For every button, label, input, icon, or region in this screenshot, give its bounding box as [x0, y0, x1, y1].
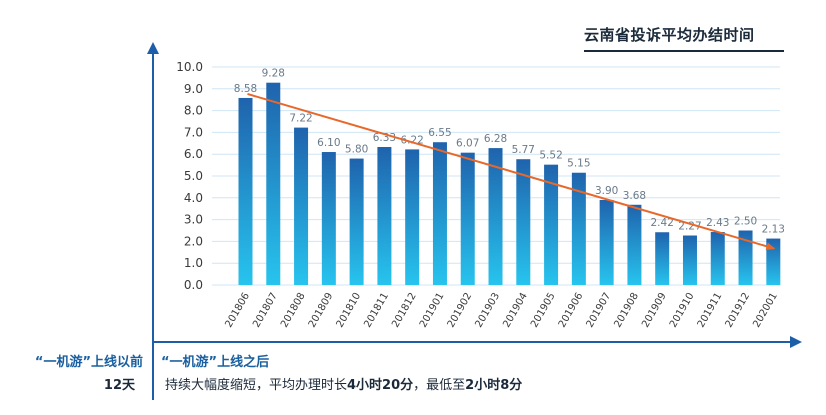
before-launch-value: 12天: [103, 378, 135, 393]
data-label: 6.28: [484, 133, 507, 145]
y-tick-label: 1.0: [184, 256, 203, 270]
data-labels: 8.589.287.226.105.806.33 6.226.556.07 6.28…: [234, 68, 785, 236]
after-desc-text-2: ，最低至: [413, 378, 466, 393]
x-tick-label: 201911: [696, 291, 725, 330]
after-desc-text-1: 持续大幅度缩短，平均办理时长: [165, 378, 348, 393]
x-tick-label: 201909: [640, 291, 669, 330]
x-tick-label: 201912: [724, 291, 753, 330]
data-label: 5.52: [539, 150, 562, 162]
data-label: 7.22: [289, 113, 312, 125]
bar: [682, 235, 697, 285]
y-tick-label: 5.0: [184, 169, 203, 183]
after-launch-label: “一机游”上线之后: [161, 355, 270, 370]
data-label: 5.80: [345, 144, 368, 156]
bar: [377, 147, 392, 285]
x-tick-label: 201901: [418, 291, 447, 330]
data-label: 2.42: [651, 217, 674, 229]
x-tick-label: 201811: [362, 291, 391, 330]
data-label: 3.68: [623, 190, 646, 202]
bar: [738, 230, 753, 285]
bar: [294, 127, 309, 285]
x-tick-label: 201904: [501, 291, 530, 330]
x-tick-label: 201910: [668, 291, 697, 330]
after-launch-description: 持续大幅度缩短，平均办理时长4小时20分，最低至2小时8分: [165, 374, 522, 393]
data-label: 2.50: [734, 216, 757, 228]
data-label: 3.90: [595, 185, 618, 197]
bar: [710, 232, 725, 285]
y-tick-label: 8.0: [184, 104, 203, 118]
bar: [405, 149, 420, 285]
x-tick-label: 201810: [335, 291, 364, 330]
bar: [432, 142, 447, 285]
bar: [599, 199, 614, 285]
x-tick-label: 201902: [446, 291, 475, 330]
x-tick-label: 201908: [612, 291, 641, 330]
bar: [488, 148, 503, 285]
bar: [460, 152, 475, 285]
data-label: 2.13: [762, 224, 785, 236]
data-label: 5.77: [512, 144, 535, 156]
y-tick-label: 0.0: [184, 278, 203, 292]
bar: [571, 172, 586, 285]
bar: [321, 152, 336, 285]
x-tick-label: 201812: [390, 291, 419, 330]
y-tick-label: 4.0: [184, 191, 203, 205]
x-tick-label: 201806: [223, 291, 252, 330]
y-tick-label: 6.0: [184, 147, 203, 161]
data-label: 9.28: [262, 68, 285, 80]
data-label: 8.58: [234, 83, 257, 95]
bars: [238, 82, 781, 286]
x-tick-label: 201807: [251, 291, 280, 330]
title-underline: [584, 50, 784, 52]
x-tick-label: 201903: [473, 291, 502, 330]
data-label: 2.27: [678, 221, 701, 233]
x-tick-label: 201808: [279, 291, 308, 330]
bar: [349, 158, 364, 285]
data-label: 6.10: [317, 137, 340, 149]
before-launch-label: “一机游”上线以前: [34, 355, 143, 370]
y-tick-label: 3.0: [184, 213, 203, 227]
data-label: 6.55: [428, 127, 451, 139]
x-tick-label: 201907: [585, 291, 614, 330]
x-tick-labels: 201806 201807 201808 201809 201810 201811 2018…: [223, 291, 779, 330]
y-tick-label: 10.0: [176, 60, 203, 74]
bar: [516, 159, 531, 285]
minimum-duration: 2小时8分: [465, 378, 523, 393]
y-axis-arrow-icon: [147, 42, 159, 54]
bar: [627, 204, 642, 285]
y-tick-labels: 0.0 1.0 2.0 3.0 4.0 5.0 6.0 7.0 8.0 9.0 10.0: [176, 60, 203, 292]
chart-title: 云南省投诉平均办结时间: [584, 26, 755, 44]
x-tick-label: 201809: [307, 291, 336, 330]
chart-title-block: 云南省投诉平均办结时间: [584, 24, 790, 52]
average-duration: 4小时20分: [347, 378, 414, 393]
bar: [655, 232, 670, 285]
x-axis-arrow-icon: [790, 336, 802, 348]
x-tick-label: 202001: [751, 291, 780, 330]
y-tick-label: 9.0: [184, 82, 203, 96]
data-label: 6.07: [456, 138, 479, 150]
bar: [544, 164, 559, 285]
bar: [238, 97, 253, 286]
bar: [266, 82, 281, 285]
y-tick-label: 2.0: [184, 234, 203, 248]
x-tick-label: 201906: [557, 291, 586, 330]
data-label: 5.15: [567, 158, 590, 170]
y-tick-label: 7.0: [184, 125, 203, 139]
x-tick-label: 201905: [529, 291, 558, 330]
bar: [766, 238, 781, 285]
trend-arrow: [247, 92, 776, 251]
data-label: 2.43: [706, 217, 729, 229]
